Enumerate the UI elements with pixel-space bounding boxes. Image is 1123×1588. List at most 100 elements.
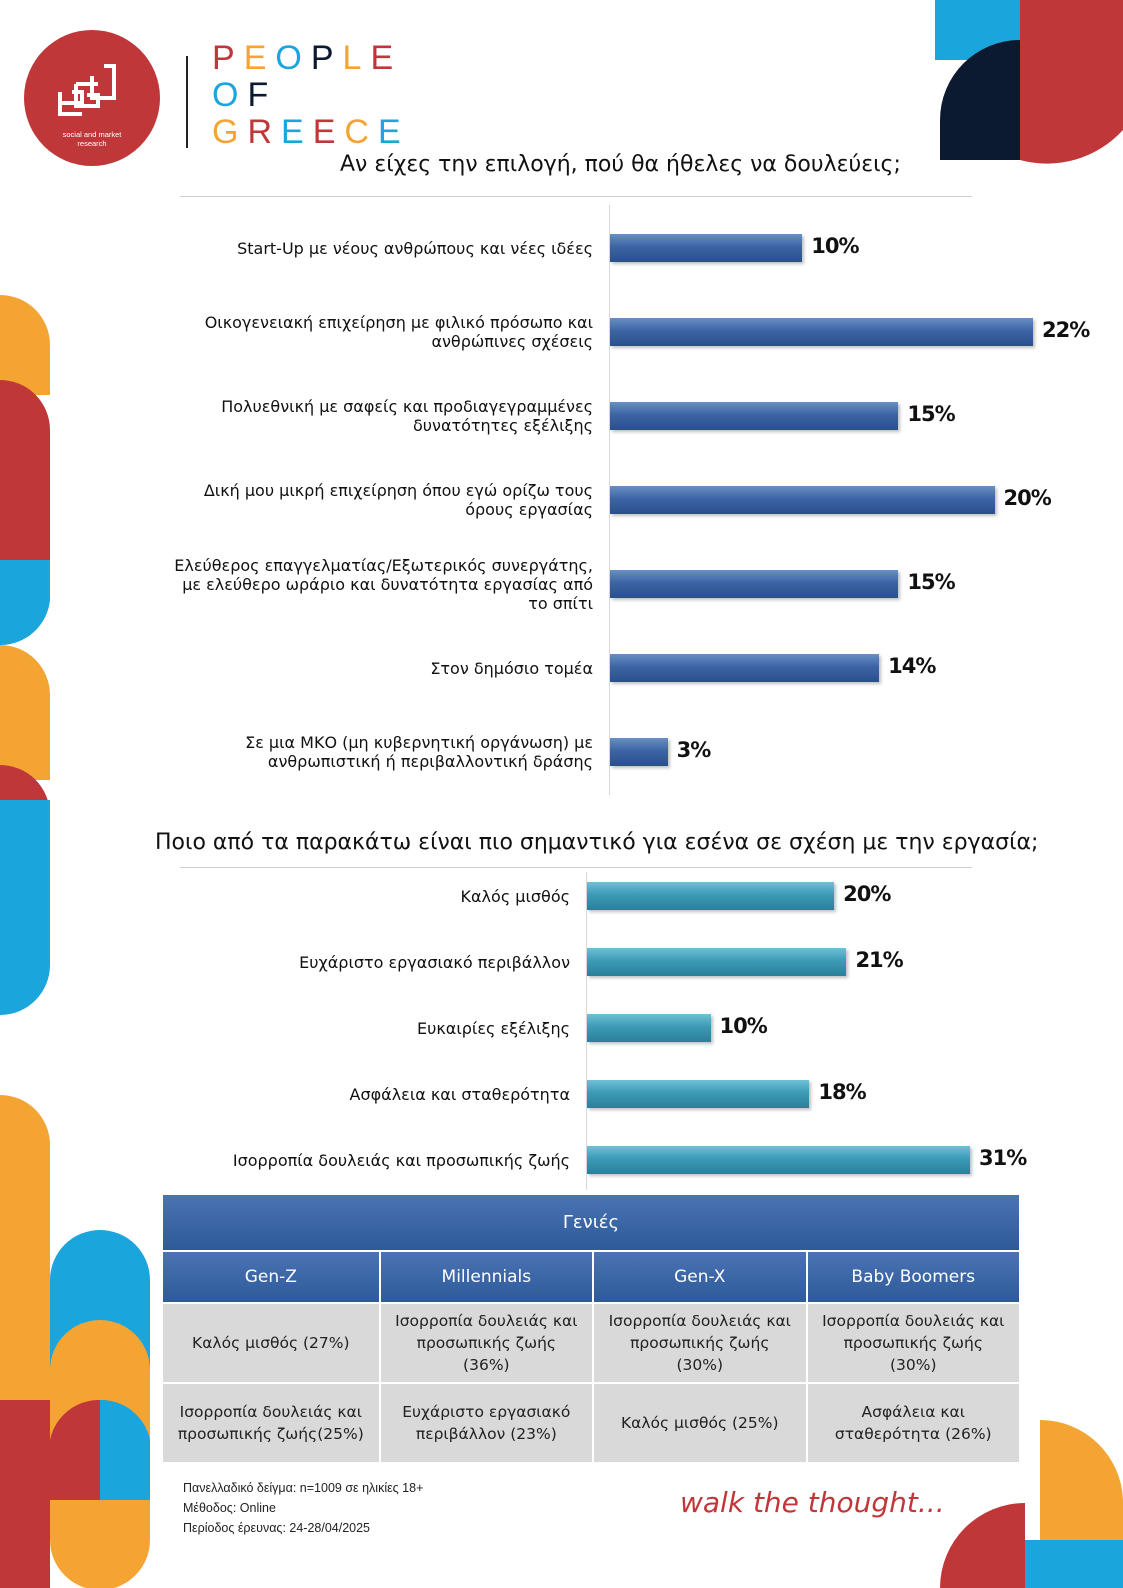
category-label-line: όρους εργασίας — [465, 500, 593, 519]
table-cell: Ασφάλεια και σταθερότητα (26%) — [807, 1384, 1019, 1462]
company-logo: social and market research — [24, 30, 160, 166]
category-label-line: δυνατότητες εξέλιξης — [412, 416, 593, 435]
chart1-value-label: 20% — [1003, 486, 1052, 510]
table-column-header: Millennials — [380, 1252, 593, 1302]
brand-letter: P — [310, 39, 343, 77]
category-label-line: Στον δημόσιο τομέα — [430, 658, 593, 678]
chart2-bar — [587, 1146, 970, 1174]
table-cell-line: Ισορροπία δουλειάς και — [608, 1312, 791, 1330]
bottom-right-shapes — [940, 1420, 1123, 1588]
category-label-line: με ελεύθερο ωράριο και δυνατότητα εργασί… — [182, 574, 593, 594]
chart2-value-label: 20% — [843, 882, 891, 906]
category-label-line: το σπίτι — [528, 593, 593, 613]
chart1-bar — [610, 486, 995, 514]
chart1-category-label: Δική μου μικρή επιχείρηση όπου εγώ ορίζω… — [100, 481, 593, 519]
table-cell-line: (36%) — [463, 1356, 510, 1374]
chart1-value-label: 14% — [888, 654, 936, 678]
brand-letter: L — [342, 39, 371, 77]
brand-wordmark: PEOPLE OF GREECE — [212, 40, 410, 151]
chart2-category-label: Καλός μισθός — [100, 887, 570, 906]
brand-letter: E — [281, 113, 313, 151]
table-cell-line: προσωπικής ζωής(25%) — [177, 1425, 364, 1443]
chart1-category-label: Ελεύθερος επαγγελματίας/Εξωτερικός συνερ… — [100, 556, 593, 613]
table-column-header: Gen-Z — [163, 1252, 379, 1302]
chart2-category-label: Ισορροπία δουλειάς και προσωπικής ζωής — [100, 1151, 570, 1170]
brand-line-1: PEOPLE — [212, 40, 410, 77]
brand-letter: E — [243, 39, 276, 77]
brand-letter: G — [212, 113, 248, 151]
category-label-line: Καλός μισθός — [460, 886, 570, 906]
chart1-category-label: Πολυεθνική με σαφείς και προδιαγεγραμμέν… — [100, 397, 593, 435]
table-header-row: Gen-Z Millennials Gen-X Baby Boomers — [163, 1252, 1019, 1302]
chart2-value-label: 10% — [719, 1014, 768, 1038]
chart1-value-label: 15% — [907, 402, 955, 426]
table-cell-line: Καλός μισθός (27%) — [192, 1334, 350, 1352]
table-cell-line: (30%) — [676, 1356, 724, 1374]
table-cell: Ισορροπία δουλειάς και προσωπικής ζωής(25… — [163, 1384, 379, 1462]
chart1-category-label: Start-Up με νέους ανθρώπους και νέες ιδέ… — [100, 239, 593, 258]
table-cell: Ισορροπία δουλειάς και προσωπικής ζωής (30… — [594, 1304, 806, 1382]
chart2-category-label: Ευχάριστο εργασιακό περιβάλλον — [100, 953, 570, 972]
category-label-line: Ασφάλεια και σταθερότητα — [349, 1084, 570, 1104]
table-cell-line: περιβάλλον (23%) — [415, 1425, 557, 1443]
chart1-bar — [610, 738, 668, 766]
footnote-method: Μέθοδος: Online — [183, 1501, 276, 1515]
chart1-value-label: 22% — [1042, 318, 1090, 342]
left-side-shapes — [0, 295, 150, 1588]
chart2-title-rule — [180, 867, 972, 868]
table-title: Γενιές — [163, 1195, 1019, 1250]
table-column-header: Baby Boomers — [807, 1252, 1019, 1302]
table-cell: Ευχάριστο εργασιακό περιβάλλον (23%) — [380, 1384, 593, 1462]
chart1-category-label: Σε μια ΜΚΟ (μη κυβερνητική οργάνωση) με α… — [100, 733, 593, 771]
table-cell-line: Ασφάλεια και — [861, 1403, 965, 1421]
table-row: Ισορροπία δουλειάς και προσωπικής ζωής(25… — [163, 1384, 1019, 1462]
chart2-value-label: 18% — [818, 1080, 866, 1104]
chart2-category-label: Ευκαιρίες εξέλιξης — [100, 1019, 570, 1038]
brand-letter: E — [312, 113, 345, 151]
table-cell: Ισορροπία δουλειάς και προσωπικής ζωής (36… — [380, 1304, 593, 1382]
table-cell-line: Καλός μισθός (25%) — [621, 1414, 779, 1432]
table-cell: Καλός μισθός (25%) — [594, 1384, 806, 1462]
chart1-value-label: 3% — [676, 738, 712, 762]
chart2-value-label: 31% — [979, 1146, 1027, 1170]
table-cell-line: Ισορροπία δουλειάς και — [395, 1312, 578, 1330]
category-label-line: ανθρώπινες σχέσεις — [431, 332, 593, 351]
chart1-category-label: Οικογενειακή επιχείρηση με φιλικό πρόσωπ… — [100, 313, 593, 351]
table-cell-line: προσωπικής ζωής — [416, 1334, 556, 1352]
table-column-header: Gen-X — [594, 1252, 806, 1302]
chart2-bar — [587, 948, 847, 976]
table-cell-line: Ευχάριστο εργασιακό — [402, 1403, 571, 1421]
tagline: walk the thought... — [680, 1486, 945, 1519]
brand-letter: O — [212, 76, 248, 114]
chart2-bar — [587, 1014, 711, 1042]
category-label-line: Σε μια ΜΚΟ (μη κυβερνητική οργάνωση) με — [245, 733, 593, 752]
chart1-bar — [610, 402, 899, 430]
chart2-axis — [586, 872, 587, 1190]
brand-letter: E — [377, 113, 410, 151]
category-label-line: Ισορροπία δουλειάς και προσωπικής ζωής — [232, 1150, 570, 1170]
brand-line-2: OF — [212, 77, 410, 114]
category-label-line: Ελεύθερος επαγγελματίας/Εξωτερικός συνερ… — [174, 555, 593, 575]
top-right-shapes — [935, 0, 1123, 164]
chart2-bar — [587, 882, 835, 910]
header-divider — [186, 56, 188, 148]
chart2-category-label: Ασφάλεια και σταθερότητα — [100, 1085, 570, 1104]
generations-table: Γενιές Gen-Z Millennials Gen-X Baby Boomers… — [161, 1193, 1021, 1464]
chart1-title: Αν είχες την επιλογή, πού θα ήθελες να δ… — [340, 152, 901, 177]
chart1-axis — [609, 205, 610, 795]
chart2-title: Ποιο από τα παρακάτω είναι πιο σημαντικό… — [155, 830, 1039, 855]
table-cell-line: (30%) — [889, 1356, 937, 1374]
table-cell-line: προσωπικής ζωής — [843, 1334, 983, 1352]
brand-letter: R — [247, 113, 282, 151]
table-cell: Ισορροπία δουλειάς και προσωπικής ζωής (30… — [807, 1304, 1019, 1382]
chart1-bar — [610, 318, 1033, 346]
footnote-sample: Πανελλαδικό δείγμα: n=1009 σε ηλικίες 18… — [183, 1481, 424, 1495]
chart2-bar — [587, 1080, 810, 1108]
brand-letter: C — [344, 113, 378, 151]
footnote-period: Περίοδος έρευνας: 24-28/04/2025 — [183, 1521, 371, 1535]
brand-letter: P — [212, 39, 244, 77]
chart1-title-rule — [180, 196, 972, 197]
brand-line-3: GREECE — [212, 114, 410, 151]
brand-letter: F — [247, 76, 278, 114]
logo-caption: social and market research — [62, 130, 122, 148]
